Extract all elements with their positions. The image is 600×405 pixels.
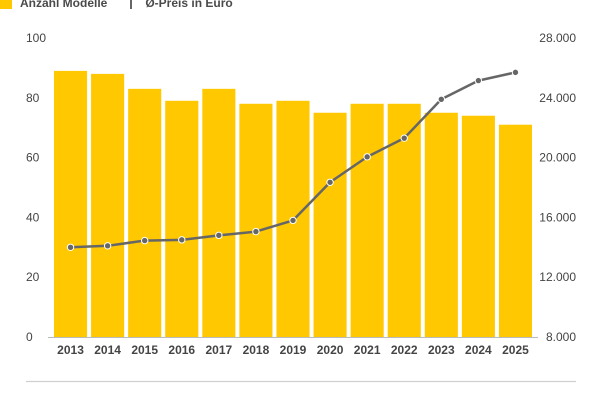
bar <box>498 124 532 338</box>
x-tick-label: 2021 <box>354 343 381 357</box>
legend-item-bars: Anzahl Modelle <box>0 0 107 10</box>
x-tick-label: 2024 <box>465 343 492 357</box>
legend-line-label: Ø-Preis in Euro <box>145 0 233 10</box>
y-left-tick-label: 40 <box>26 210 40 224</box>
x-tick-label: 2014 <box>94 343 121 357</box>
price-point <box>140 236 149 245</box>
y-right-tick-label: 16.000 <box>539 210 576 224</box>
legend-item-line: Ø-Preis in Euro <box>125 0 233 10</box>
price-point <box>400 134 408 142</box>
bar <box>313 112 347 337</box>
bar <box>54 70 88 337</box>
y-left-tick-label: 60 <box>26 151 40 165</box>
price-point <box>252 227 260 236</box>
x-tick-label: 2016 <box>168 343 195 357</box>
x-tick-label: 2025 <box>502 343 529 357</box>
y-right-tick-label: 12.000 <box>539 270 576 284</box>
bar <box>165 100 199 337</box>
y-right-tick-label: 20.000 <box>539 151 576 165</box>
x-tick-label: 2019 <box>280 343 307 357</box>
bar <box>91 73 125 337</box>
legend: Anzahl Modelle Ø-Preis in Euro <box>0 0 233 10</box>
bar <box>128 88 162 337</box>
y-left-tick-label: 100 <box>26 31 46 45</box>
bar <box>239 103 273 337</box>
x-tick-label: 2013 <box>57 343 84 357</box>
price-point <box>289 216 297 225</box>
x-tick-label: 2015 <box>131 343 158 357</box>
legend-line-swatch <box>125 0 137 9</box>
price-point <box>326 178 334 186</box>
y-left-tick-label: 80 <box>26 91 40 105</box>
y-left-tick-label: 0 <box>26 330 33 344</box>
price-point <box>511 68 520 77</box>
price-point <box>66 243 75 252</box>
legend-bar-swatch <box>0 0 12 9</box>
y-right-tick-label: 24.000 <box>539 91 576 105</box>
price-point <box>215 231 223 240</box>
x-tick-label: 2017 <box>205 343 232 357</box>
price-point <box>437 95 446 103</box>
y-right-tick-label: 28.000 <box>539 31 576 45</box>
price-point <box>474 76 483 85</box>
bar <box>202 88 236 337</box>
bar <box>424 112 458 337</box>
legend-bars-label: Anzahl Modelle <box>20 0 108 10</box>
x-tick-label: 2018 <box>243 343 270 357</box>
x-tick-label: 2022 <box>391 343 418 357</box>
price-point <box>103 242 112 250</box>
x-tick-label: 2020 <box>317 343 344 357</box>
price-point <box>178 236 186 244</box>
bar <box>461 115 495 338</box>
bar <box>350 103 384 337</box>
y-right-tick-label: 8.000 <box>546 330 576 344</box>
price-point <box>363 153 371 161</box>
y-left-tick-label: 20 <box>26 270 40 284</box>
x-tick-label: 2023 <box>428 343 455 357</box>
